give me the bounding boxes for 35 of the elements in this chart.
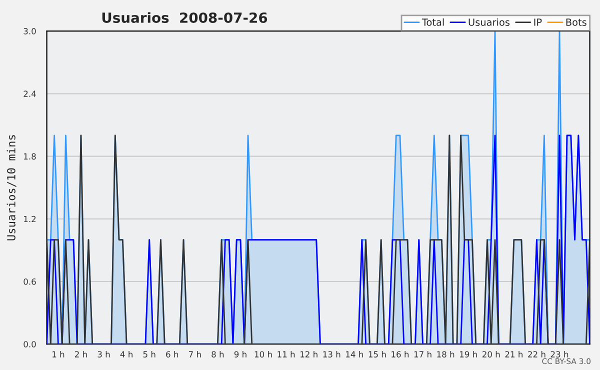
x-tick-label: 9 h bbox=[234, 351, 246, 358]
x-tick-label: 17 h bbox=[414, 351, 432, 358]
y-tick-label: 0.6 bbox=[24, 278, 36, 285]
x-tick-label: 10 h bbox=[254, 351, 272, 358]
x-tick-label: 11 h bbox=[278, 351, 295, 358]
x-tick-label: 8 h bbox=[212, 351, 224, 358]
x-tick-label: 1 h bbox=[52, 351, 64, 358]
x-tick-label: 23 h bbox=[550, 351, 568, 358]
x-tick-label: 14 h bbox=[346, 351, 363, 358]
x-tick-label: 4 h bbox=[120, 351, 132, 358]
x-tick-label: 20 h bbox=[482, 351, 500, 358]
y-tick-label: 2.4 bbox=[24, 90, 36, 97]
x-tick-label: 21 h bbox=[505, 351, 522, 358]
x-tick-label: 16 h bbox=[392, 351, 409, 358]
x-tick-label: 6 h bbox=[166, 351, 178, 358]
x-tick-label: 22 h bbox=[528, 351, 546, 358]
x-tick-label: 19 h bbox=[460, 351, 477, 358]
x-tick-label: 12 h bbox=[300, 351, 318, 358]
y-tick-label: 1.2 bbox=[24, 216, 36, 222]
y-tick-label: 1.8 bbox=[24, 153, 36, 160]
x-tick-label: 2 h bbox=[74, 351, 87, 358]
y-axis-title: Usuarios/10 mins bbox=[6, 135, 16, 240]
x-tick-label: 3 h bbox=[98, 351, 110, 358]
x-tick-label: 5 h bbox=[143, 351, 156, 358]
legend-label: Bots bbox=[566, 18, 586, 26]
x-tick-label: 7 h bbox=[188, 351, 201, 358]
y-tick-label: 3.0 bbox=[24, 28, 36, 34]
legend-label: IP bbox=[534, 18, 542, 26]
chart-title: Usuarios 2008-07-26 bbox=[102, 12, 268, 23]
legend-label: Usuarios bbox=[468, 18, 510, 26]
y-tick-label: 0.0 bbox=[24, 341, 36, 348]
x-tick-label: 13 h bbox=[323, 351, 340, 358]
legend-label: Total bbox=[422, 18, 444, 26]
x-tick-label: 15 h bbox=[368, 351, 386, 358]
x-tick-label: 18 h bbox=[437, 351, 454, 358]
